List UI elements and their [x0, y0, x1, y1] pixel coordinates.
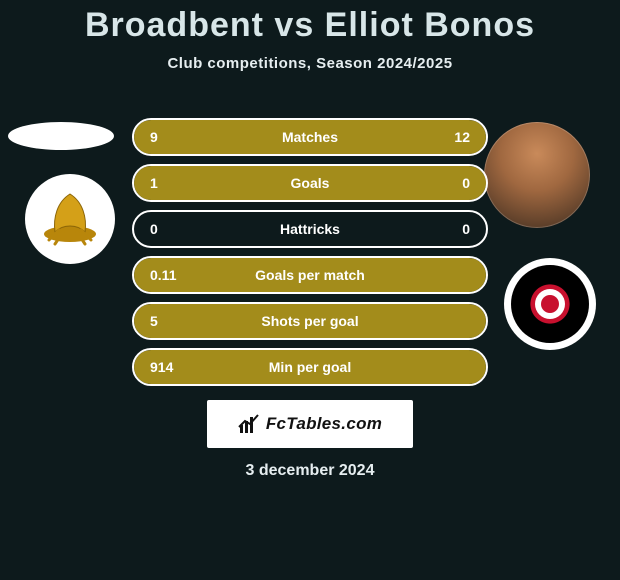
stat-row: 0Hattricks0: [132, 210, 488, 248]
stat-label: Hattricks: [190, 221, 430, 237]
stat-value-left: 914: [150, 359, 190, 375]
stat-label: Goals per match: [190, 267, 430, 283]
stat-value-right: 0: [430, 175, 470, 191]
stat-value-right: 12: [430, 129, 470, 145]
stats-container: 9Matches121Goals00Hattricks00.11Goals pe…: [0, 118, 620, 394]
stat-label: Shots per goal: [190, 313, 430, 329]
stat-label: Matches: [190, 129, 430, 145]
stat-row: 9Matches12: [132, 118, 488, 156]
stat-value-left: 1: [150, 175, 190, 191]
stat-label: Min per goal: [190, 359, 430, 375]
stat-value-right: 0: [430, 221, 470, 237]
date-text: 3 december 2024: [0, 462, 620, 480]
chart-icon: [238, 413, 260, 435]
page-title: Broadbent vs Elliot Bonos: [0, 0, 620, 45]
stat-row: 5Shots per goal: [132, 302, 488, 340]
stat-value-left: 0: [150, 221, 190, 237]
brand-text: FcTables.com: [266, 414, 382, 434]
stat-value-left: 9: [150, 129, 190, 145]
stat-value-left: 5: [150, 313, 190, 329]
brand-badge[interactable]: FcTables.com: [207, 400, 413, 448]
page-subtitle: Club competitions, Season 2024/2025: [0, 55, 620, 72]
stat-label: Goals: [190, 175, 430, 191]
stat-row: 914Min per goal: [132, 348, 488, 386]
stat-value-left: 0.11: [150, 267, 190, 283]
stat-row: 1Goals0: [132, 164, 488, 202]
stat-row: 0.11Goals per match: [132, 256, 488, 294]
